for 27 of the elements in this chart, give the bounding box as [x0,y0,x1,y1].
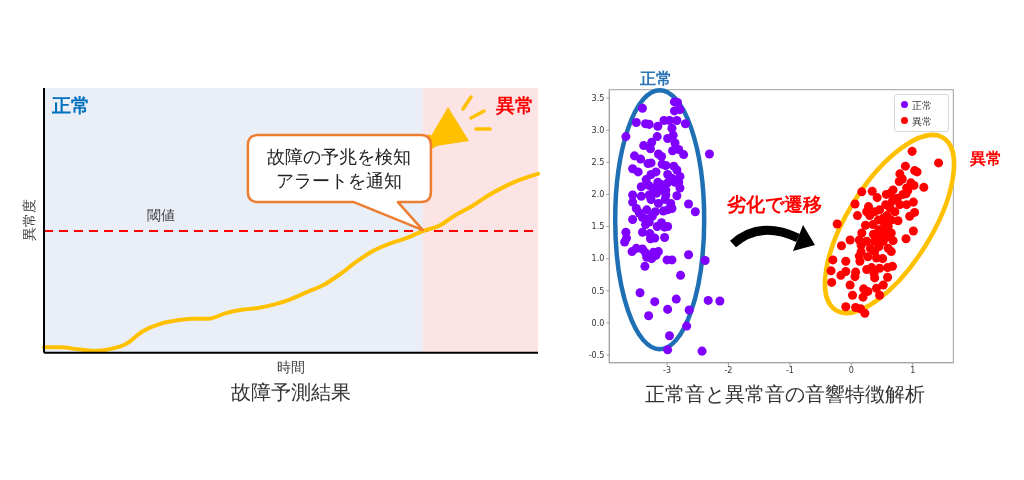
x-tick-label: 0 [848,366,854,376]
text: 故障予測結果 [231,378,351,406]
annotation: 故障の予兆を検知アラートを通知 [267,146,412,192]
text: 正常 [51,94,90,116]
x-axis-title: 時間 [277,358,305,375]
ref-line-label: 閾値 [147,207,176,224]
text: 正常 [639,68,672,88]
annotation: 劣化で遷移 [725,193,822,215]
y-tick-label: 0.0 [591,318,605,328]
y-tick-label: 2.5 [591,158,605,168]
x-tick-label: -3 [663,366,672,376]
y-axis-title: 異常度 [21,199,37,242]
x-tick-label: -1 [785,366,794,376]
y-tick-label: -0.5 [588,350,605,360]
text: 異常 [969,148,1002,168]
y-tick-label: 3.5 [591,93,605,103]
x-tick-label: -2 [724,366,733,376]
text: 正常音と異常音の音響特徴解析 [645,380,925,408]
y-tick-label: 2.0 [591,190,605,200]
text: 異常 [495,94,534,116]
y-tick-label: 1.0 [591,254,605,264]
x-tick-label: 1 [910,366,916,376]
legend-label: 異常 [912,115,933,127]
y-tick-label: 0.5 [591,286,605,296]
legend-label: 正常 [912,99,933,111]
y-tick-label: 3.0 [591,126,605,136]
y-tick-label: 1.5 [591,222,605,232]
